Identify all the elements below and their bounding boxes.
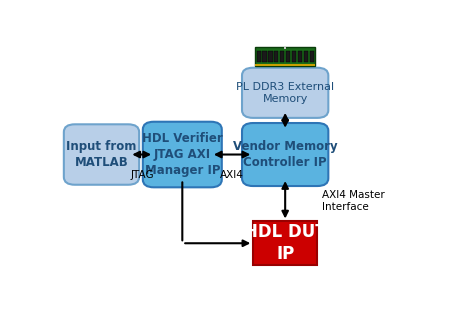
FancyBboxPatch shape bbox=[242, 123, 328, 186]
FancyBboxPatch shape bbox=[256, 51, 261, 61]
FancyBboxPatch shape bbox=[253, 221, 317, 265]
FancyBboxPatch shape bbox=[263, 51, 267, 61]
FancyBboxPatch shape bbox=[143, 122, 222, 187]
FancyBboxPatch shape bbox=[292, 51, 296, 61]
Text: AXI4 Master
Interface: AXI4 Master Interface bbox=[322, 190, 385, 212]
Text: PL DDR3 External
Memory: PL DDR3 External Memory bbox=[236, 81, 334, 104]
FancyBboxPatch shape bbox=[268, 51, 273, 61]
FancyBboxPatch shape bbox=[284, 47, 286, 49]
FancyBboxPatch shape bbox=[280, 51, 284, 61]
Text: HDL Verifier
JTAG AXI
Manager IP: HDL Verifier JTAG AXI Manager IP bbox=[142, 132, 223, 177]
FancyBboxPatch shape bbox=[274, 51, 278, 61]
FancyBboxPatch shape bbox=[64, 124, 139, 185]
Text: HDL DUT
IP: HDL DUT IP bbox=[244, 223, 327, 263]
Text: AXI4: AXI4 bbox=[220, 170, 244, 180]
FancyBboxPatch shape bbox=[304, 51, 308, 61]
FancyBboxPatch shape bbox=[310, 51, 314, 61]
FancyBboxPatch shape bbox=[255, 47, 316, 66]
Text: Vendor Memory
Controller IP: Vendor Memory Controller IP bbox=[233, 140, 337, 169]
FancyBboxPatch shape bbox=[286, 51, 290, 61]
Text: Input from
MATLAB: Input from MATLAB bbox=[66, 140, 137, 169]
FancyBboxPatch shape bbox=[298, 51, 302, 61]
FancyBboxPatch shape bbox=[255, 63, 316, 66]
Text: JTAG: JTAG bbox=[130, 170, 154, 180]
FancyBboxPatch shape bbox=[242, 68, 328, 118]
